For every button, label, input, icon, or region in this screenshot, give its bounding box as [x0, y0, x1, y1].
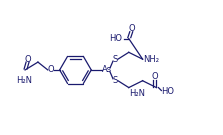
Text: O: O	[151, 72, 158, 81]
Text: NH₂: NH₂	[143, 55, 159, 64]
Text: S: S	[112, 76, 118, 85]
Text: H₂N: H₂N	[129, 89, 145, 98]
Text: O: O	[25, 55, 31, 64]
Text: HO: HO	[161, 87, 174, 96]
Text: O: O	[47, 65, 54, 74]
Text: O: O	[128, 24, 135, 33]
Text: HO: HO	[109, 34, 122, 43]
Text: As: As	[102, 65, 112, 74]
Text: S: S	[112, 55, 118, 64]
Text: H₂N: H₂N	[16, 76, 32, 85]
